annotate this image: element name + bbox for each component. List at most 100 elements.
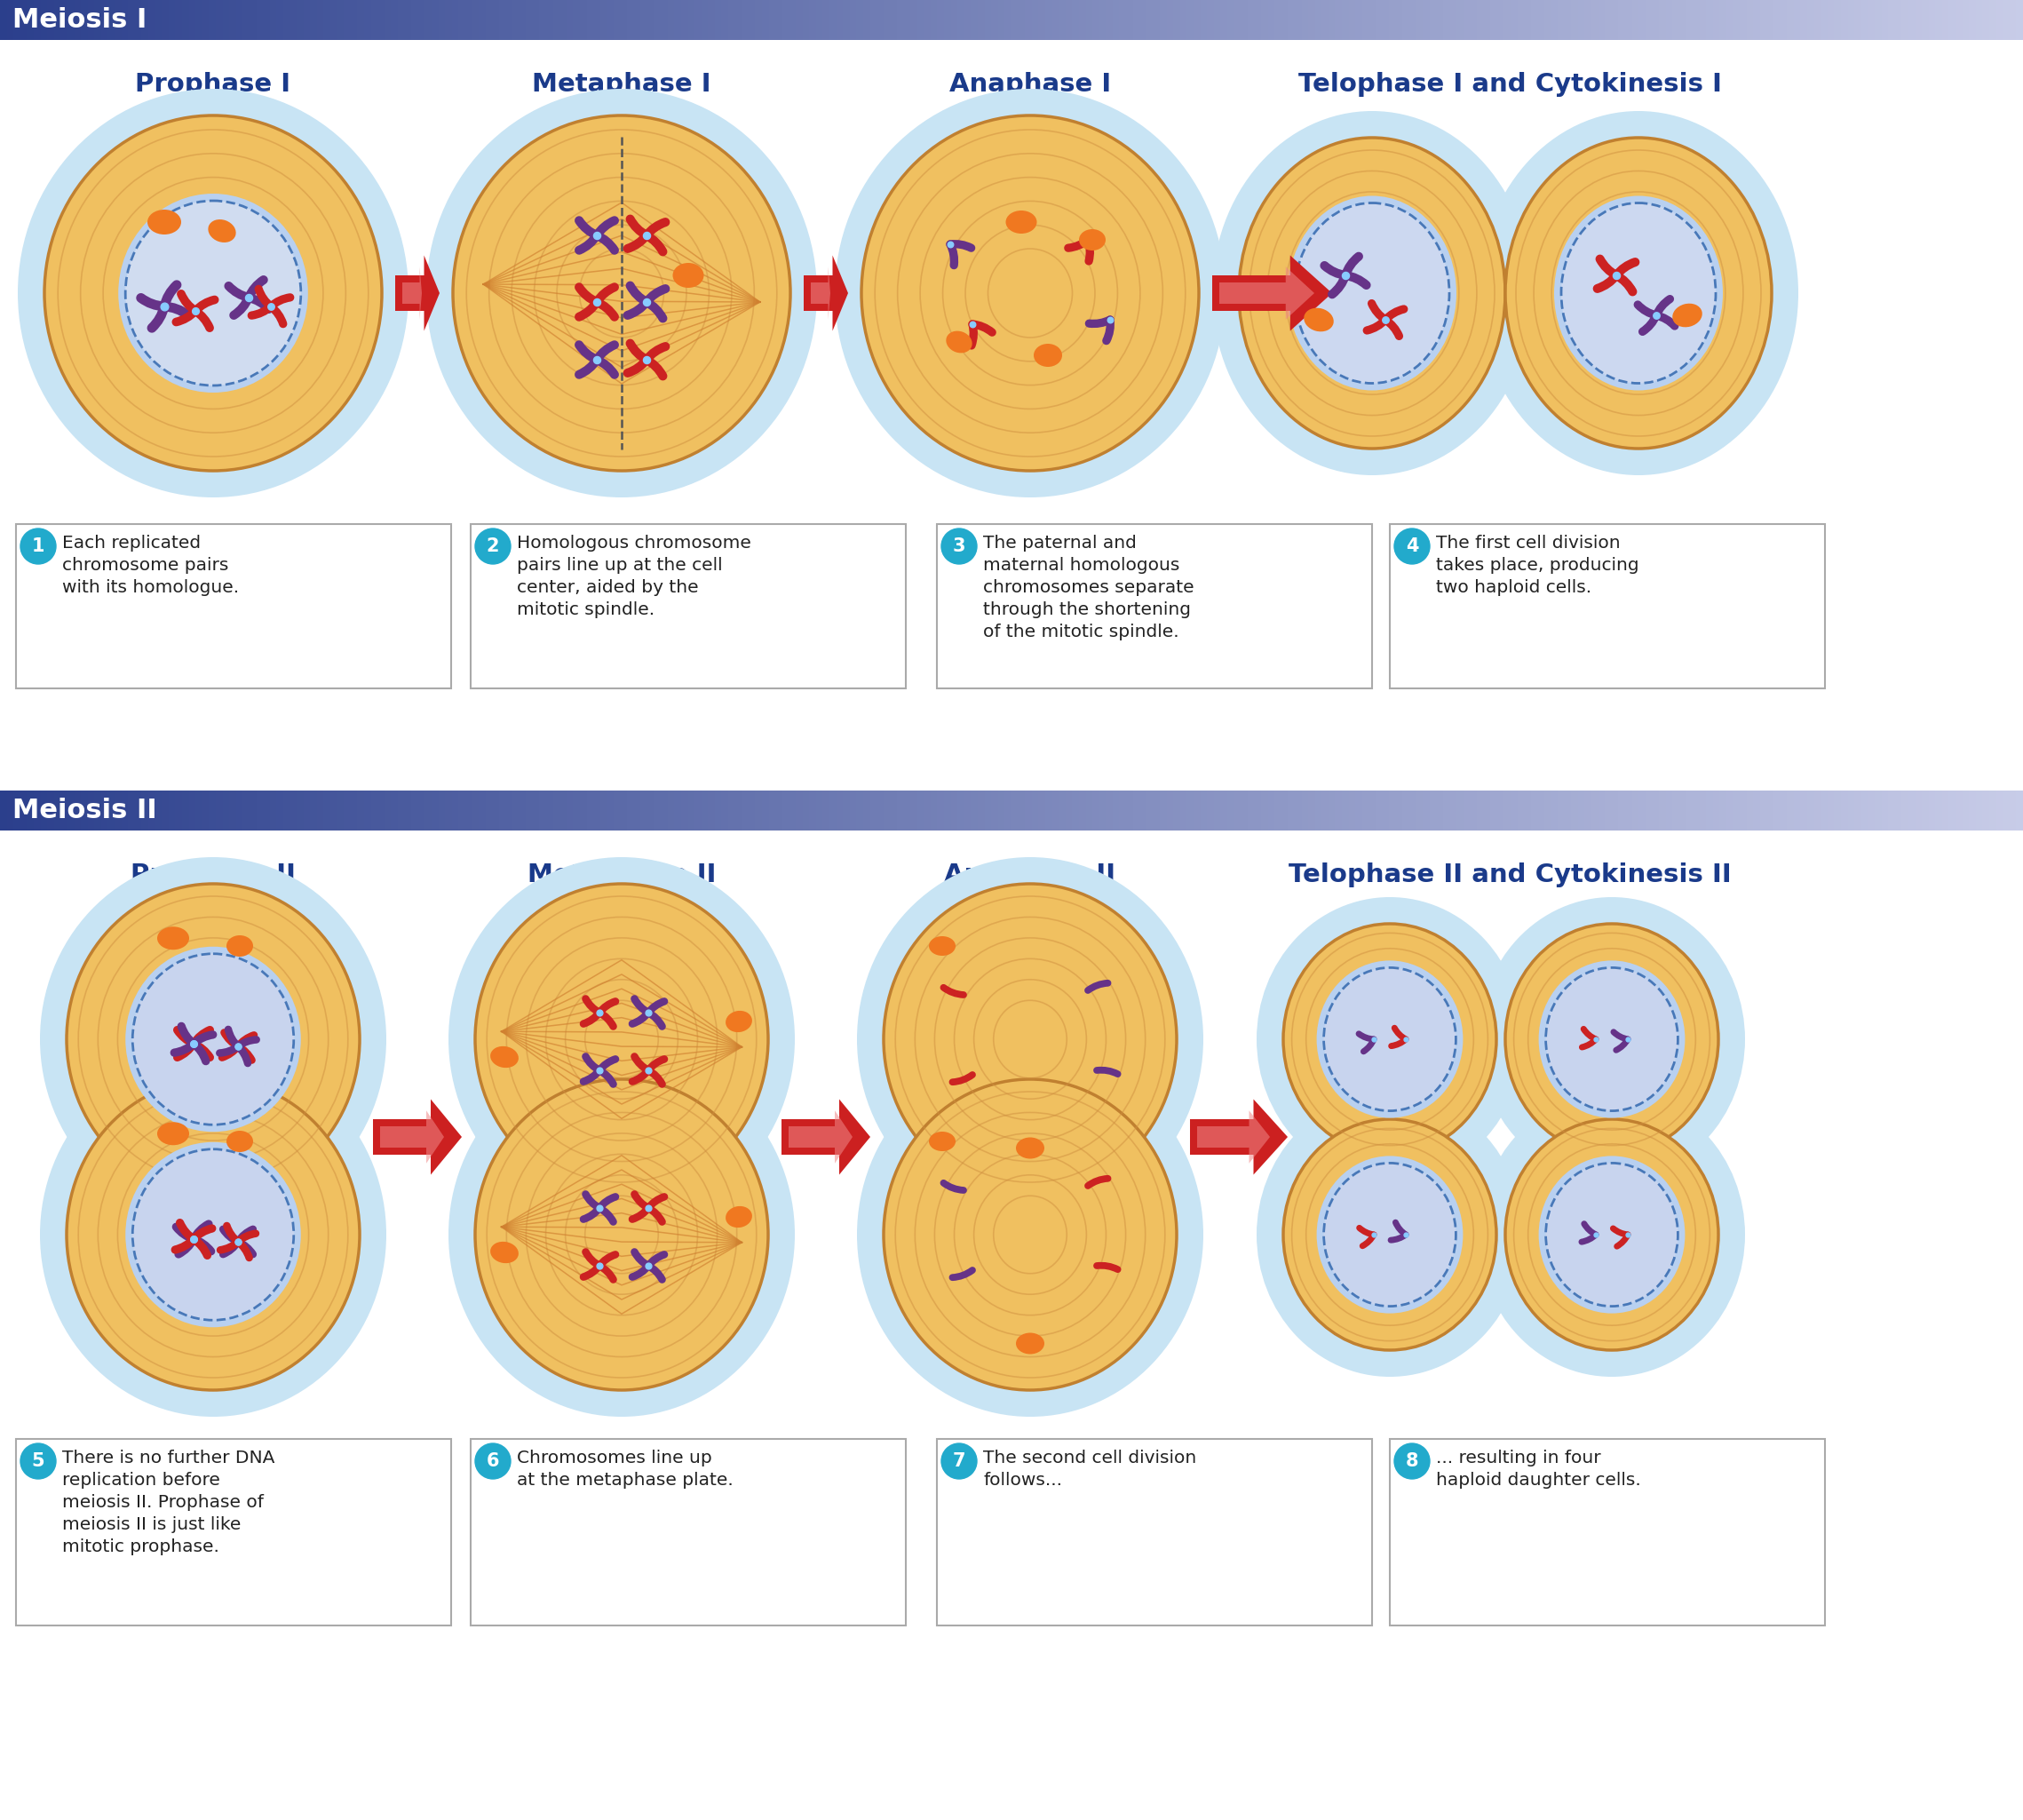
Bar [1847,0,1855,40]
Bar [1254,0,1262,40]
Bar [1133,0,1141,40]
Bar [1442,0,1450,40]
Bar [1281,790,1289,830]
Bar [1390,524,1825,688]
Bar [1376,790,1384,830]
Bar [269,0,277,40]
Bar [1442,790,1450,830]
Bar [1578,0,1586,40]
Bar [202,0,210,40]
Bar [647,790,655,830]
Bar [1436,790,1444,830]
Bar [829,0,838,40]
Bar [1693,790,1699,830]
Ellipse shape [427,89,817,497]
Bar [330,790,338,830]
Bar [1693,0,1699,40]
Bar [702,790,708,830]
Polygon shape [394,255,439,331]
Bar [803,790,809,830]
Bar [425,790,433,830]
Bar [1159,0,1167,40]
Bar [148,790,156,830]
Bar [1052,0,1060,40]
Bar [613,0,621,40]
Bar [1699,790,1707,830]
Bar [1503,790,1511,830]
Text: Telophase I and Cytokinesis I: Telophase I and Cytokinesis I [1299,73,1722,96]
Bar [1268,790,1274,830]
Bar [1821,0,1829,40]
Bar [1807,0,1815,40]
Bar [1046,0,1052,40]
Bar [216,790,223,830]
Bar [850,790,858,830]
Bar [176,0,182,40]
Bar [1544,0,1552,40]
Bar [991,0,999,40]
Bar [1188,0,1194,40]
Bar [957,790,965,830]
Polygon shape [403,268,423,320]
Bar [1107,790,1113,830]
Bar [1477,790,1485,830]
Polygon shape [380,1110,443,1163]
Bar [1726,790,1734,830]
Bar [910,790,918,830]
Bar [1228,0,1234,40]
Bar [1416,790,1424,830]
Ellipse shape [884,885,1177,1194]
Bar [1896,0,1902,40]
Bar [1335,790,1343,830]
Bar [532,0,540,40]
Bar [931,790,939,830]
Ellipse shape [1323,968,1457,1110]
Bar [283,0,291,40]
Bar [0,0,8,40]
Ellipse shape [835,89,1226,497]
Bar [451,790,459,830]
Ellipse shape [1238,138,1505,448]
Bar [16,524,451,688]
Ellipse shape [1289,197,1457,389]
Bar [101,790,109,830]
Bar [526,0,534,40]
Bar [647,0,655,40]
Bar [1997,790,2003,830]
Bar [621,0,627,40]
Bar [1260,0,1268,40]
Bar [1208,790,1214,830]
Bar [1679,790,1687,830]
Text: ... resulting in four
haploid daughter cells.: ... resulting in four haploid daughter c… [1436,1449,1641,1489]
Bar [844,0,850,40]
Bar [775,0,783,40]
Bar [1896,790,1902,830]
Ellipse shape [929,1132,955,1152]
Bar [1720,0,1728,40]
Bar [668,0,676,40]
Bar [1645,790,1653,830]
Bar [1309,0,1315,40]
Bar [1483,790,1491,830]
Bar [662,0,668,40]
Ellipse shape [40,857,386,1221]
Bar [1592,0,1598,40]
Bar [1127,790,1133,830]
Bar [2003,0,2011,40]
Bar [1855,790,1861,830]
Bar [1173,790,1181,830]
Bar [641,790,647,830]
Bar [1012,0,1020,40]
Bar [1618,790,1626,830]
Bar [864,0,870,40]
Ellipse shape [858,857,1204,1221]
Bar [1450,790,1457,830]
Bar [815,0,823,40]
Bar [1119,0,1127,40]
Ellipse shape [1005,211,1038,233]
Bar [734,790,742,830]
Bar [593,0,601,40]
Bar [1956,0,1962,40]
Bar [1558,790,1566,830]
Bar [1098,0,1107,40]
